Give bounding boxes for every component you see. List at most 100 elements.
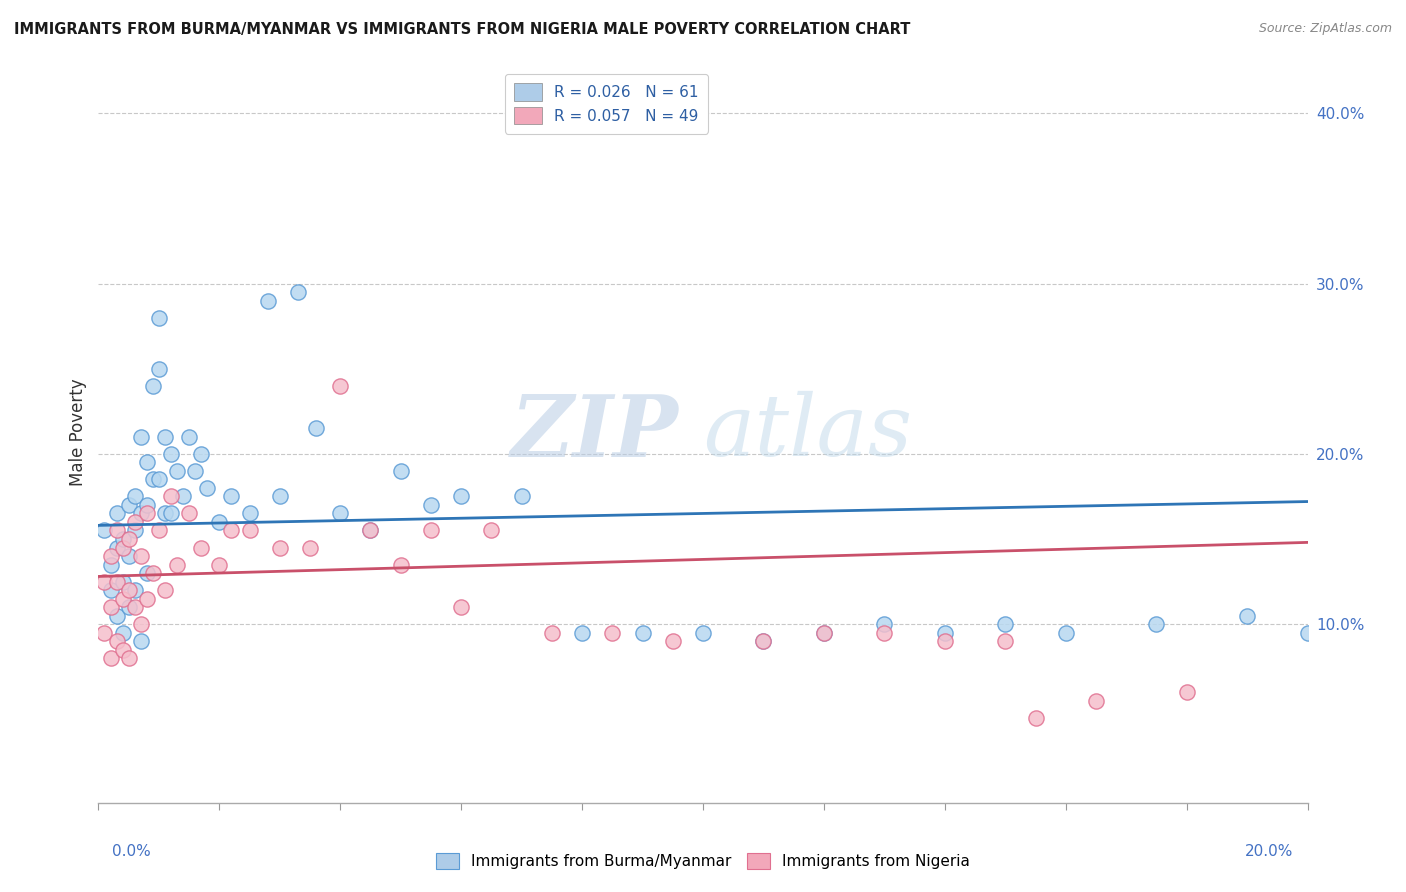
Y-axis label: Male Poverty: Male Poverty [69, 379, 87, 486]
Point [1296, 625, 1319, 640]
Point [269, 490, 291, 504]
Point [118, 532, 141, 546]
Point [239, 524, 262, 538]
Point [105, 574, 128, 589]
Point [450, 600, 472, 615]
Point [148, 310, 170, 325]
Point [873, 625, 896, 640]
Point [360, 524, 382, 538]
Point [179, 430, 201, 444]
Point [153, 430, 176, 444]
Point [256, 293, 278, 308]
Point [239, 507, 262, 521]
Point [269, 541, 291, 555]
Point [124, 600, 146, 615]
Point [100, 651, 122, 665]
Text: atlas: atlas [703, 392, 912, 474]
Point [153, 582, 176, 597]
Point [124, 582, 146, 597]
Point [118, 498, 141, 512]
Point [129, 617, 152, 632]
Point [389, 464, 412, 478]
Point [100, 558, 122, 572]
Point [299, 541, 322, 555]
Point [124, 490, 146, 504]
Point [329, 379, 352, 393]
Point [135, 507, 157, 521]
Point [111, 532, 134, 546]
Point [105, 507, 128, 521]
Point [111, 574, 134, 589]
Point [631, 625, 654, 640]
Point [111, 591, 134, 606]
Point [195, 481, 218, 495]
Point [540, 625, 562, 640]
Point [129, 549, 152, 563]
Point [813, 625, 835, 640]
Point [481, 524, 503, 538]
Point [190, 447, 212, 461]
Point [148, 472, 170, 486]
Point [142, 379, 165, 393]
Point [100, 600, 122, 615]
Point [160, 490, 183, 504]
Point [873, 617, 896, 632]
Point [129, 634, 152, 648]
Point [118, 651, 141, 665]
Point [934, 634, 956, 648]
Point [135, 455, 157, 469]
Point [129, 430, 152, 444]
Point [111, 625, 134, 640]
Point [142, 472, 165, 486]
Point [994, 617, 1017, 632]
Point [118, 600, 141, 615]
Point [813, 625, 835, 640]
Point [1236, 608, 1258, 623]
Point [148, 361, 170, 376]
Point [135, 566, 157, 580]
Point [160, 507, 183, 521]
Point [179, 507, 201, 521]
Point [135, 498, 157, 512]
Point [1144, 617, 1167, 632]
Point [166, 464, 188, 478]
Text: 20.0%: 20.0% [1246, 845, 1294, 859]
Point [221, 524, 243, 538]
Point [208, 515, 231, 529]
Point [184, 464, 207, 478]
Point [221, 490, 243, 504]
Point [994, 634, 1017, 648]
Point [111, 541, 134, 555]
Point [360, 524, 382, 538]
Point [111, 642, 134, 657]
Point [208, 558, 231, 572]
Point [190, 541, 212, 555]
Point [105, 524, 128, 538]
Point [389, 558, 412, 572]
Point [287, 285, 309, 300]
Point [329, 507, 352, 521]
Legend: Immigrants from Burma/Myanmar, Immigrants from Nigeria: Immigrants from Burma/Myanmar, Immigrant… [430, 847, 976, 875]
Point [420, 498, 443, 512]
Point [661, 634, 683, 648]
Point [142, 566, 165, 580]
Legend: R = 0.026   N = 61, R = 0.057   N = 49: R = 0.026 N = 61, R = 0.057 N = 49 [505, 74, 707, 134]
Point [100, 582, 122, 597]
Point [450, 490, 472, 504]
Point [105, 608, 128, 623]
Point [420, 524, 443, 538]
Point [1024, 711, 1046, 725]
Text: IMMIGRANTS FROM BURMA/MYANMAR VS IMMIGRANTS FROM NIGERIA MALE POVERTY CORRELATIO: IMMIGRANTS FROM BURMA/MYANMAR VS IMMIGRA… [14, 22, 911, 37]
Point [124, 524, 146, 538]
Point [172, 490, 194, 504]
Point [129, 507, 152, 521]
Point [93, 574, 115, 589]
Point [148, 524, 170, 538]
Point [166, 558, 188, 572]
Point [118, 582, 141, 597]
Point [752, 634, 775, 648]
Point [105, 541, 128, 555]
Point [105, 634, 128, 648]
Point [692, 625, 714, 640]
Point [135, 591, 157, 606]
